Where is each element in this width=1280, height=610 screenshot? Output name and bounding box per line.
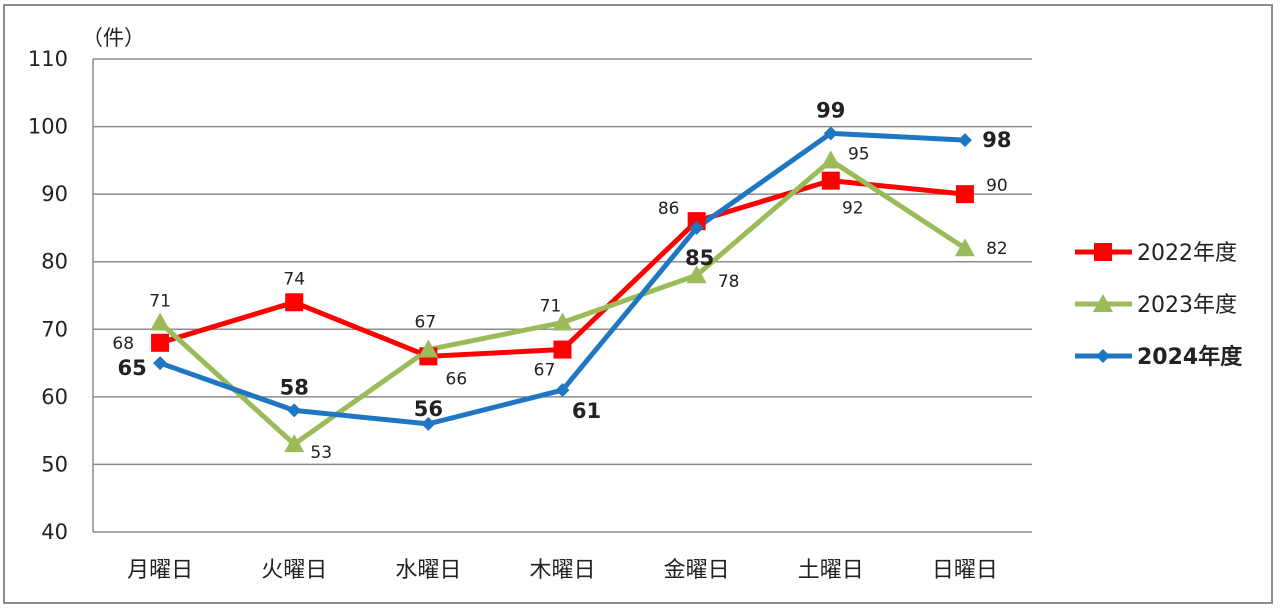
data-point	[555, 383, 570, 398]
legend-marker	[1096, 349, 1110, 363]
data-label: 61	[572, 399, 601, 423]
data-label: 99	[816, 98, 845, 122]
data-label: 56	[414, 397, 443, 421]
data-label: 90	[986, 176, 1008, 196]
data-point	[153, 356, 168, 371]
data-point	[284, 434, 305, 453]
y-tick-labels: 40 50 60 70 80 90 100 110	[28, 47, 68, 544]
data-label: 85	[685, 246, 714, 270]
x-category-label: 土曜日	[798, 558, 864, 583]
data-labels: 68 74 66 67 86 92 90 71 53 67 71 78 95 82 65 58 56 61 85 99…	[112, 98, 1011, 463]
y-tick-label: 50	[41, 452, 68, 476]
gridlines	[93, 58, 1032, 466]
data-point	[150, 312, 171, 331]
y-tick-label: 90	[41, 182, 68, 206]
data-label: 86	[658, 199, 680, 219]
y-tick-label: 70	[41, 317, 68, 341]
data-label: 67	[415, 313, 437, 333]
y-tick-label: 100	[28, 115, 68, 139]
data-label: 78	[718, 272, 740, 292]
data-point	[421, 416, 436, 431]
legend-marker	[1093, 294, 1113, 312]
legend-label: 2022年度	[1137, 241, 1237, 266]
y-tick-label: 80	[41, 250, 68, 274]
x-category-label: 月曜日	[127, 558, 193, 583]
legend-marker	[1094, 243, 1112, 261]
data-point	[151, 333, 170, 352]
x-category-label: 日曜日	[932, 558, 998, 583]
y-tick-label: 110	[28, 47, 68, 71]
x-category-label: 火曜日	[261, 558, 327, 583]
legend-label: 2024年度	[1137, 344, 1243, 370]
data-label: 82	[986, 239, 1008, 259]
data-label: 92	[842, 199, 864, 219]
data-point	[955, 185, 974, 204]
x-category-label: 水曜日	[395, 558, 461, 583]
x-category-labels: 月曜日 火曜日 水曜日 木曜日 金曜日 土曜日 日曜日	[127, 558, 998, 583]
axes	[92, 59, 1032, 533]
x-category-label: 金曜日	[664, 558, 730, 583]
data-label: 68	[112, 334, 134, 354]
data-point	[957, 133, 972, 148]
data-label: 53	[310, 443, 332, 463]
x-category-label: 木曜日	[529, 558, 595, 583]
data-point	[954, 238, 975, 257]
data-label: 95	[848, 144, 870, 164]
data-label: 74	[283, 269, 305, 289]
legend: 2022年度 2023年度 2024年度	[1075, 241, 1243, 370]
y-tick-label: 60	[41, 385, 68, 409]
data-point	[821, 171, 840, 190]
data-label: 67	[534, 361, 556, 381]
data-point	[552, 312, 573, 331]
data-point	[287, 403, 302, 418]
data-point	[553, 340, 572, 359]
data-label: 58	[280, 375, 309, 399]
data-point	[418, 339, 439, 358]
series-markers	[150, 126, 975, 453]
data-point	[285, 293, 304, 312]
data-label: 71	[149, 292, 171, 312]
data-point	[823, 126, 838, 141]
y-unit-label: （件）	[82, 26, 145, 50]
chart-frame	[3, 4, 1273, 604]
data-label: 71	[540, 297, 562, 317]
data-label: 98	[982, 128, 1011, 152]
legend-label: 2023年度	[1137, 293, 1237, 318]
data-label: 66	[446, 369, 468, 389]
data-label: 65	[117, 356, 146, 380]
data-point	[686, 265, 707, 284]
data-point	[820, 150, 841, 169]
y-tick-label: 40	[41, 520, 68, 544]
data-point	[689, 220, 704, 235]
